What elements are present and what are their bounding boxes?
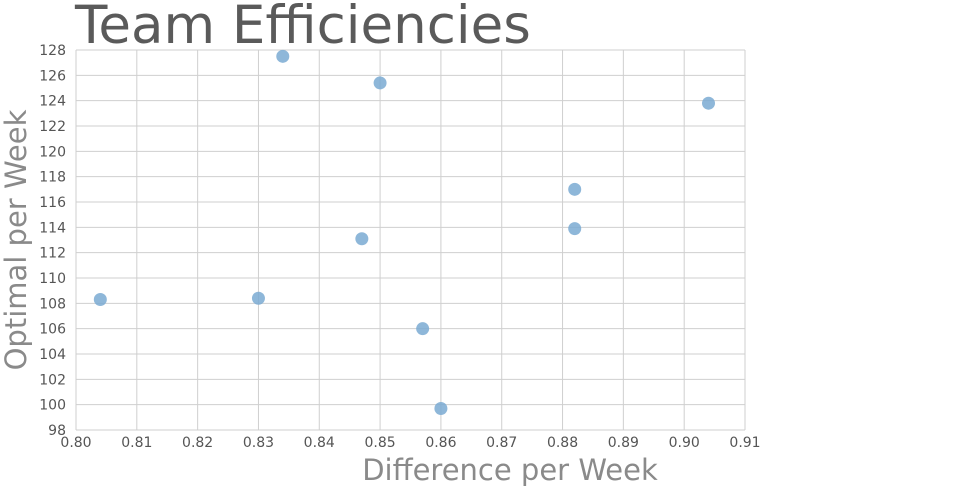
x-tick-label: 0.85	[365, 435, 396, 451]
x-tick-label: 0.82	[182, 435, 213, 451]
x-tick-label: 0.80	[60, 435, 91, 451]
data-point[interactable]	[568, 182, 582, 196]
x-tick-label: 0.88	[547, 435, 578, 451]
data-point[interactable]	[702, 96, 716, 110]
x-tick-label: 0.83	[243, 435, 274, 451]
y-tick-label: 122	[39, 119, 66, 135]
y-tick-label: 102	[39, 372, 66, 388]
y-tick-label: 108	[39, 296, 66, 312]
y-tick-label: 116	[39, 195, 66, 211]
data-point[interactable]	[355, 232, 369, 246]
chart-title: Team Efficiencies	[75, 0, 531, 56]
y-tick-label: 98	[48, 423, 66, 439]
x-tick-label: 0.86	[425, 435, 456, 451]
x-axis-title: Difference per Week	[362, 453, 658, 487]
y-tick-label: 100	[39, 398, 66, 414]
data-points	[93, 49, 716, 415]
data-point[interactable]	[434, 401, 448, 415]
data-point[interactable]	[416, 322, 430, 336]
data-point[interactable]	[93, 293, 107, 307]
y-tick-label: 118	[39, 170, 66, 186]
y-tick-label: 112	[39, 246, 66, 262]
y-axis-ticks: 98 100 102 104 106 108 110 112 114 116 118 120 122 12…	[39, 43, 66, 439]
x-tick-label: 0.91	[729, 435, 760, 451]
y-tick-label: 126	[39, 68, 66, 84]
y-tick-label: 110	[39, 271, 66, 287]
y-tick-label: 104	[39, 347, 66, 363]
y-tick-label: 120	[39, 144, 66, 160]
data-point[interactable]	[251, 291, 265, 305]
x-tick-label: 0.81	[121, 435, 152, 451]
x-tick-label: 0.84	[304, 435, 335, 451]
data-point[interactable]	[276, 49, 290, 63]
data-point[interactable]	[373, 76, 387, 90]
y-tick-label: 106	[39, 322, 66, 338]
grid	[75, 49, 746, 431]
x-tick-label: 0.87	[486, 435, 517, 451]
y-tick-label: 114	[39, 220, 66, 236]
x-axis-ticks: 0.80 0.81 0.82 0.83 0.84 0.85 0.86 0.87 0.88 0.89…	[60, 435, 760, 451]
y-axis-title: Optimal per Week	[0, 109, 33, 370]
y-tick-label: 128	[39, 43, 66, 59]
x-tick-label: 0.89	[608, 435, 639, 451]
y-tick-label: 124	[39, 94, 66, 110]
x-tick-label: 0.90	[669, 435, 700, 451]
data-point[interactable]	[568, 222, 582, 236]
